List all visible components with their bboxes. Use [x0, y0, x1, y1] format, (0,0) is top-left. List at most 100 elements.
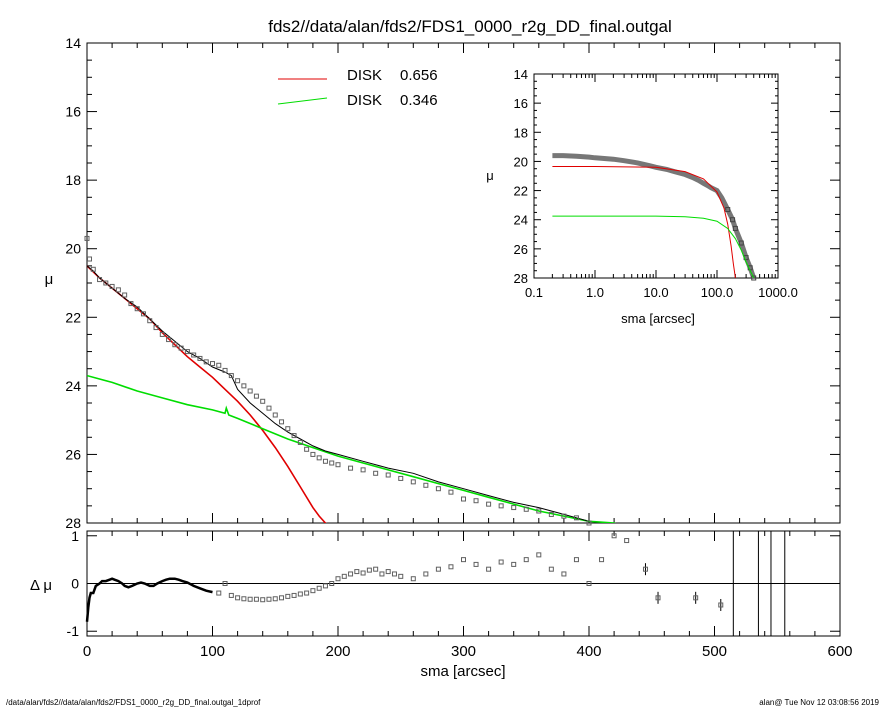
residual-point: [655, 595, 661, 601]
data-point: [84, 235, 90, 241]
inset-xtick-label: 1.0: [586, 285, 604, 300]
residual-point: [448, 564, 454, 570]
data-point: [90, 266, 96, 272]
data-point: [228, 373, 234, 379]
residual-point: [642, 566, 648, 572]
data-point: [253, 393, 259, 399]
data-point: [410, 479, 416, 485]
data-point: [373, 470, 379, 476]
legend-line-disk2: [277, 97, 328, 105]
main-ylabel: μ: [45, 271, 54, 288]
residual-point: [511, 561, 517, 567]
footer-timestamp: alan@ Tue Nov 12 03:08:56 2019: [759, 698, 879, 707]
inset-data-point: [738, 240, 744, 246]
residual-xtick-label: 100: [200, 643, 225, 660]
inset-ytick-label: 20: [514, 154, 528, 169]
residual-xtick-label: 0: [83, 643, 91, 660]
data-point: [97, 277, 103, 283]
residual-point: [536, 552, 542, 558]
disk1-profile-line: [87, 265, 327, 523]
residual-point: [398, 573, 404, 579]
residual-point: [279, 595, 285, 601]
data-point: [191, 352, 197, 358]
inset-data-point: [732, 225, 738, 231]
data-point: [548, 511, 554, 517]
residual-point: [348, 571, 354, 577]
data-point: [184, 349, 190, 355]
residual-xtick-label: 600: [827, 643, 852, 660]
main-ytick-label: 24: [65, 378, 81, 394]
residual-point: [272, 596, 278, 602]
data-point: [128, 301, 134, 307]
data-point: [291, 433, 297, 439]
data-point: [279, 419, 285, 425]
inset-xtick-label: 1000.0: [758, 285, 798, 300]
data-point: [153, 325, 159, 331]
residual-ytick-label: 0: [71, 576, 79, 592]
residual-point: [693, 595, 699, 601]
data-point: [222, 367, 228, 373]
data-point: [322, 458, 328, 464]
residual-point: [599, 557, 605, 563]
residual-point: [247, 596, 253, 602]
data-point: [272, 412, 278, 418]
residual-point: [291, 592, 297, 598]
residual-point: [341, 573, 347, 579]
inset-ytick-label: 28: [514, 271, 528, 286]
inset-disk1-line: [552, 166, 736, 278]
inset-data-point: [730, 217, 736, 223]
residual-point: [385, 569, 391, 575]
data-point: [398, 475, 404, 481]
data-point: [561, 513, 567, 519]
residual-point: [573, 557, 579, 563]
residual-point: [611, 533, 617, 539]
main-ytick-label: 18: [65, 172, 81, 188]
footer-path: /data/alan/fds2//data/alan/fds2/FDS1_000…: [6, 698, 261, 707]
data-point: [461, 496, 466, 502]
inset-ytick-label: 22: [514, 184, 528, 199]
inset-xtick-label: 100.0: [701, 285, 734, 300]
data-point: [147, 318, 153, 324]
data-point: [316, 455, 322, 461]
data-point: [385, 472, 391, 478]
residual-point: [523, 557, 529, 563]
data-point: [241, 383, 247, 389]
main-plot: μ 14 16 18 20 22 24 26 28: [45, 35, 841, 531]
data-point: [260, 398, 266, 404]
residual-point: [310, 588, 316, 594]
data-point: [285, 426, 291, 432]
data-point: [310, 451, 316, 457]
data-point: [511, 505, 517, 511]
inset-ytick-label: 24: [514, 213, 528, 228]
residual-point: [285, 593, 291, 599]
inset-ytick-label: 26: [514, 242, 528, 257]
inset-data-point: [751, 275, 757, 281]
data-point: [498, 503, 504, 509]
inset-ylabel: μ: [486, 168, 494, 183]
residual-point: [461, 557, 466, 563]
residual-point: [266, 596, 272, 602]
legend-label-disk1: DISK: [347, 67, 382, 84]
residual-point: [410, 576, 416, 582]
main-ytick-label: 22: [65, 309, 81, 325]
residual-point: [329, 581, 335, 586]
residual-point: [548, 566, 554, 572]
data-point: [586, 520, 592, 526]
residual-point: [253, 596, 259, 602]
main-ytick-label: 28: [65, 515, 81, 531]
residual-point: [316, 585, 322, 591]
residual-point: [423, 571, 429, 577]
residual-point: [366, 567, 372, 573]
data-point: [140, 311, 146, 317]
data-point: [335, 462, 341, 468]
residual-point: [304, 590, 310, 596]
inset-xlabel: sma [arcsec]: [621, 311, 695, 326]
data-point: [122, 292, 128, 298]
data-point: [159, 331, 165, 337]
data-point: [536, 508, 542, 514]
residual-point: [373, 566, 379, 572]
residual-point: [360, 570, 366, 576]
residual-point: [379, 571, 385, 577]
residual-point: [335, 576, 341, 582]
